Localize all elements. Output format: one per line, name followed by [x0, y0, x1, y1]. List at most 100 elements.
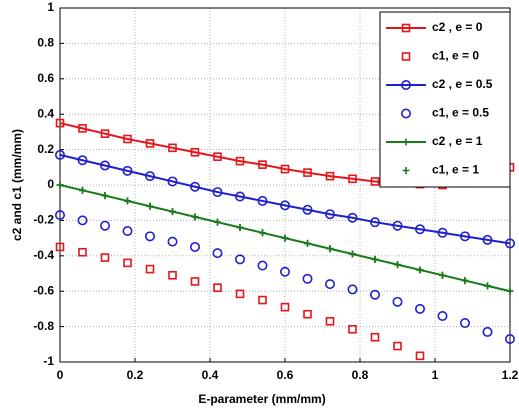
marker — [168, 270, 177, 280]
x-tick-label: 1.2 — [502, 368, 519, 382]
marker — [394, 261, 401, 269]
marker — [100, 220, 111, 231]
marker — [370, 332, 380, 342]
marker — [459, 231, 470, 242]
marker — [169, 208, 176, 216]
marker — [484, 282, 491, 290]
marker — [506, 287, 514, 295]
marker — [369, 289, 380, 300]
marker — [78, 124, 87, 133]
marker — [55, 118, 65, 128]
marker — [235, 289, 245, 299]
marker — [236, 223, 244, 231]
y-tick-label: 0.4 — [37, 106, 54, 120]
marker — [190, 241, 201, 252]
marker — [145, 139, 155, 148]
marker — [347, 284, 358, 295]
marker — [347, 212, 358, 223]
marker — [482, 326, 493, 337]
marker — [369, 217, 380, 228]
legend-label: c2 , e = 0.5 — [432, 77, 493, 91]
x-tick-label: 0.8 — [352, 368, 369, 382]
legend-label: c2 , e = 0 — [432, 20, 483, 34]
marker — [392, 220, 403, 231]
marker — [459, 318, 470, 329]
marker — [370, 177, 380, 186]
marker — [281, 234, 289, 242]
marker — [167, 176, 178, 187]
marker — [235, 191, 246, 202]
marker — [280, 302, 290, 312]
marker — [77, 215, 88, 226]
marker — [79, 186, 86, 194]
marker — [100, 129, 110, 138]
marker — [213, 283, 222, 292]
marker — [258, 295, 267, 305]
marker — [392, 296, 403, 307]
marker — [349, 250, 356, 258]
marker — [402, 167, 410, 174]
legend-label: c1, e = 1 — [432, 163, 479, 177]
x-tick-label: 1 — [432, 368, 439, 382]
marker — [123, 258, 132, 268]
marker — [504, 238, 515, 249]
marker — [258, 160, 267, 169]
legend-box — [379, 11, 511, 188]
marker — [325, 171, 335, 181]
marker — [214, 218, 221, 226]
marker — [437, 227, 448, 238]
marker — [303, 168, 312, 177]
marker — [393, 341, 402, 351]
marker — [371, 255, 379, 263]
marker — [146, 202, 154, 210]
legend-label: c1, e = 0 — [432, 49, 479, 63]
marker — [279, 266, 290, 277]
y-tick-label: -0.4 — [33, 248, 54, 262]
marker — [302, 204, 313, 215]
marker — [439, 271, 446, 279]
marker — [100, 253, 110, 262]
marker — [280, 164, 290, 174]
marker — [213, 152, 222, 161]
marker — [55, 242, 65, 252]
marker — [145, 264, 155, 274]
y-tick-label: 0.2 — [37, 142, 54, 156]
marker — [167, 236, 178, 247]
marker — [504, 333, 515, 344]
marker — [101, 192, 109, 200]
marker — [235, 156, 245, 166]
marker — [190, 181, 201, 192]
marker — [414, 303, 425, 314]
marker — [416, 266, 424, 274]
marker — [401, 52, 411, 61]
marker — [400, 108, 411, 119]
marker — [461, 277, 469, 285]
marker — [235, 254, 246, 265]
y-tick-label: -0.2 — [33, 213, 54, 227]
marker — [400, 80, 411, 91]
y-axis-label: c2 and c1 (mm/mm) — [10, 129, 24, 241]
marker — [78, 247, 87, 257]
marker — [324, 279, 335, 290]
marker — [259, 229, 266, 237]
y-tick-label: -0.8 — [33, 319, 54, 333]
marker — [401, 23, 411, 33]
marker — [124, 197, 131, 205]
marker — [77, 155, 88, 166]
marker — [437, 310, 448, 321]
marker — [168, 143, 177, 153]
y-tick-label: 1 — [47, 0, 54, 14]
marker — [257, 260, 268, 271]
marker — [122, 226, 133, 237]
marker — [145, 171, 156, 182]
marker — [257, 195, 268, 206]
marker — [145, 231, 156, 242]
marker — [482, 234, 493, 245]
marker — [212, 187, 223, 198]
marker — [190, 277, 200, 286]
marker — [191, 213, 199, 221]
y-tick-label: 0.6 — [37, 71, 54, 85]
marker — [348, 174, 357, 184]
y-tick-label: -1 — [43, 354, 54, 368]
